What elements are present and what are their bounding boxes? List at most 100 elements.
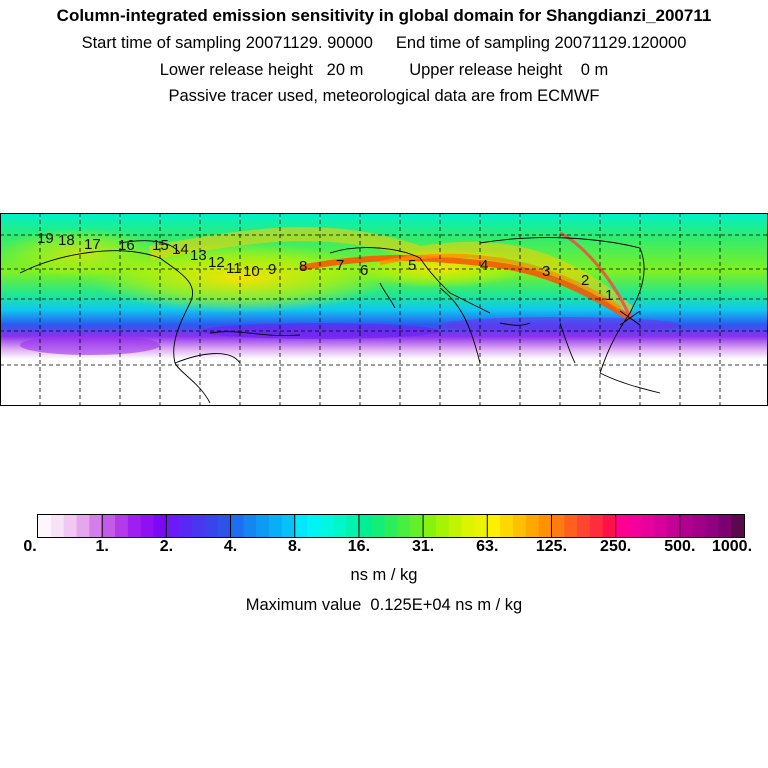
colorbar-cell bbox=[410, 515, 424, 537]
colorbar-cell bbox=[294, 515, 308, 537]
grid-lines bbox=[0, 213, 768, 406]
day-label-9: 9 bbox=[268, 261, 276, 278]
colorbar-tick-label: 0. bbox=[23, 538, 37, 555]
day-label-3: 3 bbox=[542, 263, 550, 280]
sampling-time-line: Start time of sampling 20071129. 90000 E… bbox=[81, 34, 687, 52]
colorbar-cell bbox=[538, 515, 552, 537]
colorbar-cell bbox=[564, 515, 578, 537]
colorbar-cell bbox=[512, 515, 527, 537]
colorbar-cell bbox=[628, 515, 642, 537]
colorbar-tick-label: 16. bbox=[347, 538, 371, 555]
colorbar-cell bbox=[718, 515, 732, 537]
colorbar-cell bbox=[115, 515, 129, 537]
colorbar bbox=[37, 514, 745, 538]
day-label-4: 4 bbox=[480, 257, 488, 274]
plot-title: Column-integrated emission sensitivity i… bbox=[56, 6, 712, 25]
colorbar-cell bbox=[217, 515, 231, 537]
colorbar-cell bbox=[551, 515, 565, 537]
colorbar-tick-label: 125. bbox=[535, 538, 568, 555]
colorbar-cell bbox=[384, 515, 398, 537]
colorbar-cell bbox=[76, 515, 90, 537]
colorbar-tick-label: 8. bbox=[288, 538, 302, 555]
colorbar-cell bbox=[500, 515, 514, 537]
colorbar-tick-label: 1. bbox=[95, 538, 109, 555]
day-label-19: 19 bbox=[37, 230, 54, 247]
day-label-14: 14 bbox=[172, 241, 189, 258]
colorbar-cell bbox=[692, 515, 706, 537]
colorbar-tick-label: 2. bbox=[159, 538, 174, 555]
colorbar-cell bbox=[731, 515, 745, 537]
day-label-2: 2 bbox=[581, 272, 589, 289]
colorbar-cell bbox=[397, 515, 411, 537]
day-label-11: 11 bbox=[226, 260, 242, 277]
colorbar-cell bbox=[256, 515, 270, 537]
colorbar-cell bbox=[140, 515, 154, 537]
day-label-18: 18 bbox=[58, 232, 75, 249]
colorbar-cell bbox=[705, 515, 719, 537]
colorbar-cell bbox=[666, 515, 681, 537]
day-label-13: 13 bbox=[190, 247, 207, 264]
colorbar-tick-label: 63. bbox=[476, 538, 499, 555]
day-label-7: 7 bbox=[336, 257, 344, 274]
day-label-12: 12 bbox=[208, 254, 225, 271]
release-site-marker bbox=[619, 310, 641, 326]
maximum-value-note: Maximum value 0.125E+04 ns m / kg bbox=[245, 596, 523, 614]
colorbar-cell bbox=[679, 515, 694, 537]
colorbar-cell bbox=[166, 515, 180, 537]
colorbar-cell bbox=[192, 515, 206, 537]
sensitivity-field bbox=[0, 214, 767, 405]
colorbar-dividers bbox=[101, 515, 681, 537]
colorbar-cell bbox=[230, 515, 244, 537]
colorbar-tick-label: 4. bbox=[223, 538, 238, 555]
colorbar-cell bbox=[435, 515, 450, 537]
day-label-10: 10 bbox=[243, 263, 260, 280]
day-label-5: 5 bbox=[408, 257, 416, 274]
colorbar-cell bbox=[153, 515, 167, 537]
colorbar-cell bbox=[127, 515, 142, 537]
colorbar-frame bbox=[37, 514, 745, 538]
colorbar-cell bbox=[474, 515, 488, 537]
colorbar-cell bbox=[602, 515, 617, 537]
day-label-17: 17 bbox=[84, 236, 101, 253]
colorbar-cell bbox=[615, 515, 629, 537]
colorbar-cell bbox=[371, 515, 385, 537]
colorbar-cell bbox=[179, 515, 193, 537]
colorbar-cell bbox=[63, 515, 77, 537]
colorbar-cell bbox=[346, 515, 360, 537]
colorbar-tick-label: 500. bbox=[664, 538, 696, 555]
colorbar-cell bbox=[307, 515, 321, 537]
day-label-15: 15 bbox=[152, 237, 169, 254]
day-label-8: 8 bbox=[299, 258, 307, 275]
colorbar-cell bbox=[320, 515, 334, 537]
colorbar-tick-label: 31. bbox=[411, 538, 435, 555]
day-label-1: 1 bbox=[605, 287, 613, 304]
colorbar-cell bbox=[38, 515, 52, 537]
sensitivity-map: 1 2 3 4 5 6 7 8 9 10 11 12 13 14 15 16 1… bbox=[0, 213, 768, 406]
colorbar-tick-label: 250. bbox=[600, 538, 632, 555]
colorbar-units: ns m / kg bbox=[350, 566, 418, 584]
colorbar-cell bbox=[358, 515, 373, 537]
release-height-line: Lower release height 20 m Upper release … bbox=[159, 61, 609, 79]
trajectory-day-labels: 1 2 3 4 5 6 7 8 9 10 11 12 13 14 15 16 1… bbox=[37, 230, 613, 304]
day-label-6: 6 bbox=[360, 262, 368, 279]
colorbar-cell bbox=[654, 515, 668, 537]
coastlines bbox=[19, 237, 661, 404]
colorbar-cell bbox=[204, 515, 219, 537]
tracer-info-line: Passive tracer used, meteorological data… bbox=[168, 87, 600, 105]
colorbar-cell bbox=[281, 515, 296, 537]
colorbar-cell bbox=[50, 515, 65, 537]
colorbar-cell bbox=[423, 515, 437, 537]
colorbar-cell bbox=[461, 515, 475, 537]
colorbar-cell bbox=[448, 515, 462, 537]
colorbar-cell bbox=[333, 515, 347, 537]
colorbar-cell bbox=[102, 515, 116, 537]
colorbar-cell bbox=[89, 515, 103, 537]
colorbar-cell bbox=[641, 515, 655, 537]
colorbar-cell bbox=[269, 515, 283, 537]
colorbar-cell bbox=[243, 515, 257, 537]
colorbar-cell bbox=[577, 515, 591, 537]
colorbar-cell bbox=[487, 515, 501, 537]
colorbar-cell bbox=[589, 515, 604, 537]
colorbar-cell bbox=[525, 515, 540, 537]
colorbar-cells bbox=[38, 515, 745, 537]
